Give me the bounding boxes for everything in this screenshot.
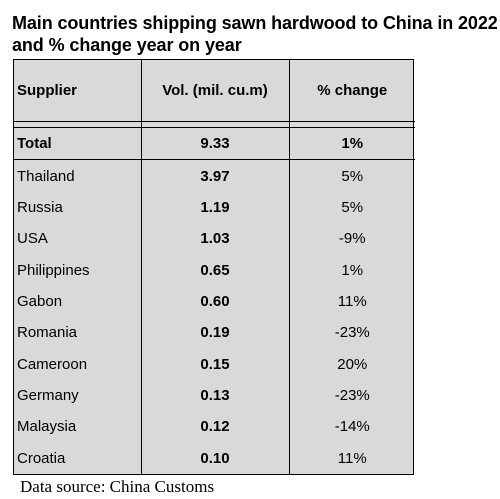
supplier-cell: Philippines [14,254,142,286]
volume-cell: 0.15 [140,348,290,380]
data-table-container: Supplier Vol. (mil. cu.m) % change Total… [13,59,415,475]
total-supplier-cell: Total [14,127,142,161]
supplier-cell: Russia [14,191,142,224]
volume-cell: 1.03 [140,223,290,255]
volume-cell: 0.19 [140,317,290,349]
change-cell: 11% [288,285,415,318]
volume-cell: 0.65 [140,254,290,286]
change-cell: -23% [288,379,415,412]
header-row: Supplier Vol. (mil. cu.m) % change [14,60,415,122]
volume-cell: 3.97 [140,159,290,192]
table-row: Malaysia 0.12 -14% [14,411,415,443]
change-cell: 5% [288,159,415,192]
change-cell: -23% [288,317,415,349]
spacer-row [14,121,415,129]
data-table: Supplier Vol. (mil. cu.m) % change Total… [14,60,415,474]
column-header-supplier: Supplier [14,60,142,122]
volume-cell: 0.60 [140,285,290,318]
change-cell: 1% [288,254,415,286]
change-cell: 5% [288,191,415,224]
table-row: Germany 0.13 -23% [14,379,415,412]
table-body: Total 9.33 1% Thailand 3.97 5% Russia 1.19 5%… [14,121,415,474]
supplier-cell: Croatia [14,442,142,474]
volume-cell: 0.10 [140,442,290,474]
table-row: USA 1.03 -9% [14,223,415,255]
data-source-note: Data source: China Customs [20,477,215,496]
table-row: Philippines 0.65 1% [14,254,415,286]
change-cell: -9% [288,223,415,255]
total-change-cell: 1% [288,127,415,161]
supplier-cell: Gabon [14,285,142,318]
table-row: Croatia 0.10 11% [14,442,415,474]
change-cell: 11% [288,442,415,474]
table-row: Gabon 0.60 11% [14,285,415,318]
supplier-cell: Romania [14,317,142,349]
supplier-cell: USA [14,223,142,255]
column-header-volume: Vol. (mil. cu.m) [140,60,290,122]
volume-cell: 0.13 [140,379,290,412]
volume-cell: 0.12 [140,411,290,443]
table-row: Cameroon 0.15 20% [14,348,415,380]
total-row: Total 9.33 1% [14,127,415,161]
change-cell: -14% [288,411,415,443]
table-row: Romania 0.19 -23% [14,317,415,349]
column-header-change: % change [288,60,415,122]
supplier-cell: Cameroon [14,348,142,380]
chart-title: Main countries shipping sawn hardwood to… [12,13,498,55]
total-volume-cell: 9.33 [140,127,290,161]
spacer-cell [288,121,415,129]
table-row: Thailand 3.97 5% [14,159,415,192]
supplier-cell: Malaysia [14,411,142,443]
supplier-cell: Thailand [14,159,142,192]
change-cell: 20% [288,348,415,380]
volume-cell: 1.19 [140,191,290,224]
supplier-cell: Germany [14,379,142,412]
table-row: Russia 1.19 5% [14,191,415,224]
